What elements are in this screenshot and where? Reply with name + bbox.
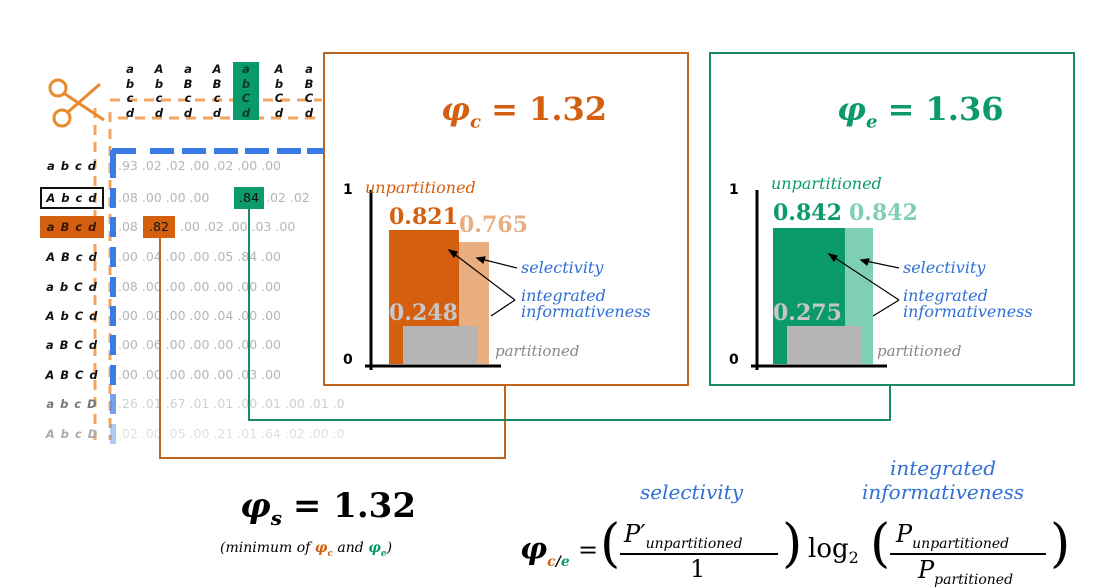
phi-s-note: (minimum of φc and φe) bbox=[220, 540, 393, 559]
fraction-1-bar bbox=[620, 553, 778, 555]
phi-s-title: φs = 1.32 bbox=[240, 486, 416, 530]
unpartitioned-label: unpartitioned bbox=[365, 178, 476, 197]
bar2-value: 0.842 bbox=[849, 200, 918, 226]
matrix-row: .00 .00 .00 .00 .04 .00 .00 bbox=[118, 308, 281, 323]
row-label: A B C d bbox=[45, 368, 99, 382]
row-label: a b c D bbox=[46, 397, 98, 411]
partitioned-label: partitioned bbox=[495, 342, 580, 360]
bar-partitioned bbox=[403, 326, 477, 364]
phi-c-title: φc = 1.32 bbox=[441, 90, 607, 133]
partitioned-label: partitioned bbox=[877, 342, 962, 360]
matrix-row: .08 .00 .00 .00 bbox=[118, 190, 210, 205]
row-label: a b c d bbox=[46, 159, 98, 173]
matrix-row: .26 .01 .67 .01 .01 .00 .01 .00 .01 .0 bbox=[118, 396, 345, 411]
bar-partitioned bbox=[787, 326, 861, 364]
row-label-highlighted: a B c d bbox=[40, 216, 104, 238]
row-label: A b C d bbox=[45, 309, 99, 323]
selectivity-label: selectivity bbox=[903, 258, 986, 277]
axis-bottom-label: 0 bbox=[729, 352, 739, 368]
row-bar bbox=[110, 335, 116, 355]
row-bar bbox=[110, 365, 116, 385]
row-label-selected: A b c d bbox=[40, 187, 104, 209]
row-bar bbox=[110, 188, 116, 208]
bar2-value: 0.765 bbox=[459, 212, 528, 238]
formula-equals: = bbox=[578, 536, 599, 564]
connector-green bbox=[248, 208, 891, 421]
row-bar bbox=[110, 277, 116, 297]
panel-phi-c: φc = 1.32 1 0 unpartitioned 0.821 0.765 … bbox=[323, 52, 689, 386]
column-bar bbox=[150, 148, 174, 154]
arrow-integrated-1 bbox=[828, 253, 900, 301]
matrix-row: .02 .02 bbox=[266, 190, 310, 205]
row-label: A B c d bbox=[46, 250, 98, 264]
partitioned-value: 0.248 bbox=[389, 300, 458, 326]
fraction-1-numerator: P′unpartitioned bbox=[624, 520, 743, 552]
axis-bottom-label: 0 bbox=[343, 352, 353, 368]
integrated-label: integrated informativeness bbox=[903, 286, 1033, 321]
panel-phi-e: φe = 1.36 1 0 unpartitioned 0.842 0.842 … bbox=[709, 52, 1075, 386]
panel-c-chart bbox=[365, 190, 518, 370]
partitioned-value: 0.275 bbox=[773, 300, 842, 326]
matrix-row: .00 .04 .00 .00 .05 .84 .00 bbox=[118, 249, 281, 264]
formula-integrated-label: integrated informativeness bbox=[862, 456, 1024, 504]
row-bar bbox=[110, 306, 116, 326]
axis-top-label: 1 bbox=[729, 182, 739, 198]
fraction-1-denominator: 1 bbox=[690, 555, 706, 583]
arrow-integrated-2 bbox=[872, 299, 900, 317]
row-bar bbox=[110, 247, 116, 267]
unpartitioned-label: unpartitioned bbox=[771, 174, 882, 193]
matrix-row: .08 bbox=[118, 219, 138, 234]
matrix-row: .00 .02 .00 .03 .00 bbox=[180, 219, 296, 234]
column-bar bbox=[214, 148, 238, 154]
formula-paren: ( bbox=[600, 514, 621, 574]
arrow-integrated-2 bbox=[490, 299, 516, 317]
formula-paren: ) bbox=[782, 514, 803, 574]
fraction-2-bar bbox=[890, 553, 1046, 555]
row-bar bbox=[110, 150, 116, 178]
formula-lhs: φc/e bbox=[520, 532, 570, 570]
arrow-integrated-1 bbox=[448, 249, 516, 301]
column-bar bbox=[245, 148, 269, 154]
matrix-row: .00 .06 .00 .00 .00 .00 .00 bbox=[118, 337, 281, 352]
column-bar bbox=[307, 148, 325, 154]
bar1-value: 0.842 bbox=[773, 200, 842, 226]
row-label: A b c D bbox=[45, 427, 99, 441]
selectivity-label: selectivity bbox=[521, 258, 604, 277]
matrix-row: .00 .00 .00 .00 .00 .03 .00 bbox=[118, 367, 281, 382]
axis-top-label: 1 bbox=[343, 182, 353, 198]
integrated-label: integrated informativeness bbox=[521, 286, 651, 321]
formula-selectivity-label: selectivity bbox=[640, 480, 743, 504]
column-bar bbox=[182, 148, 206, 154]
phi-e-title: φe = 1.36 bbox=[837, 90, 1004, 133]
matrix-row: .93 .02 .02 .00 .02 .00 .00 bbox=[118, 158, 281, 173]
column-bar bbox=[112, 148, 136, 154]
row-bar bbox=[110, 424, 116, 444]
panel-e-chart bbox=[751, 190, 900, 370]
formula-log: log2 bbox=[808, 534, 859, 568]
column-bar bbox=[277, 148, 301, 154]
row-bar bbox=[110, 217, 116, 237]
matrix-row: .02 .00 .05 .00 .21 .01 .64 .02 .00 .0 bbox=[118, 426, 345, 441]
bar1-value: 0.821 bbox=[389, 204, 458, 230]
scissors-icon bbox=[48, 78, 105, 128]
matrix-cell-orange: .82 bbox=[143, 216, 175, 238]
row-label: a B C d bbox=[45, 338, 99, 352]
fraction-2-denominator: Ppartitioned bbox=[918, 556, 1014, 588]
fraction-2-numerator: Punpartitioned bbox=[896, 520, 1010, 552]
row-label: a b C d bbox=[46, 280, 98, 294]
formula-paren: ) bbox=[1050, 514, 1071, 574]
formula-paren: ( bbox=[870, 514, 891, 574]
row-bar bbox=[110, 394, 116, 414]
matrix-row: .08 .00 .00 .00 .00 .00 .00 bbox=[118, 279, 281, 294]
matrix-cell-green: .84 bbox=[234, 187, 264, 209]
